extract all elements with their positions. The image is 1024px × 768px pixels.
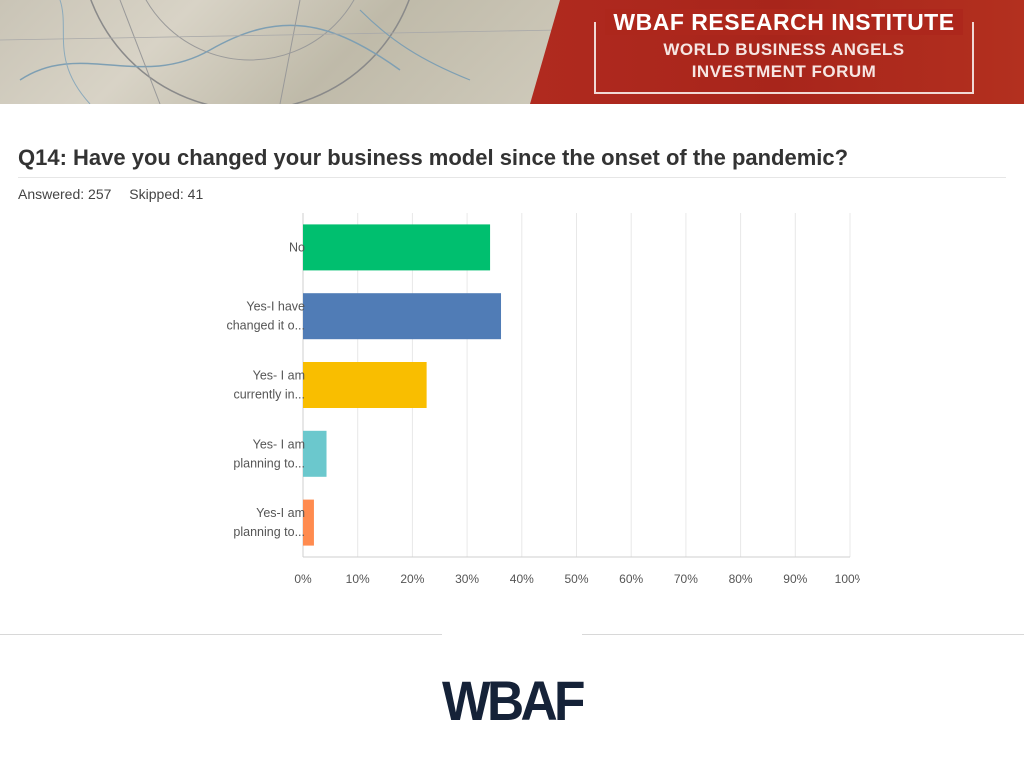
- category-label: Yes-I am: [256, 506, 305, 520]
- response-stats: Answered: 257 Skipped: 41: [18, 186, 217, 202]
- map-background-image: [0, 0, 560, 104]
- question-title: Q14: Have you changed your business mode…: [18, 145, 849, 170]
- x-tick-label: 70%: [674, 572, 698, 586]
- bar: [303, 293, 502, 340]
- bar: [303, 430, 327, 477]
- x-tick-label: 80%: [729, 572, 753, 586]
- skipped-count: Skipped: 41: [129, 186, 204, 202]
- category-label: planning to...: [233, 456, 305, 470]
- bar: [303, 362, 427, 408]
- bar: [303, 499, 314, 546]
- x-tick-label: 90%: [783, 572, 807, 586]
- footer-divider-left: [0, 634, 442, 635]
- x-tick-label: 30%: [455, 572, 479, 586]
- bar-chart: 0% 10% 20% 30% 40% 50% 60% 70% 80% 90% 100% No Yes-I…: [226, 213, 860, 586]
- question-divider: [18, 177, 1006, 178]
- bar: [303, 224, 491, 271]
- x-tick-label: 60%: [619, 572, 643, 586]
- banner-frame: [594, 22, 974, 94]
- x-tick-label: 20%: [400, 572, 424, 586]
- banner-subtitle-line1: WORLD BUSINESS ANGELS: [663, 40, 905, 59]
- category-label: Yes-I have: [246, 300, 305, 314]
- x-tick-label: 0%: [294, 572, 312, 586]
- x-tick-label: 100%: [835, 572, 860, 586]
- x-tick-label: 40%: [510, 572, 534, 586]
- banner-title: WBAF RESEARCH INSTITUTE: [594, 9, 974, 36]
- category-label: No: [289, 240, 305, 254]
- category-label: currently in...: [233, 388, 305, 402]
- answered-count: Answered: 257: [18, 186, 112, 202]
- category-label: changed it o...: [226, 319, 305, 333]
- wbaf-logo: WBAF: [442, 669, 585, 732]
- footer-divider-right: [582, 634, 1024, 635]
- category-label: planning to...: [233, 525, 305, 539]
- banner-subtitle-line2: INVESTMENT FORUM: [691, 62, 877, 81]
- x-tick-label: 50%: [564, 572, 588, 586]
- header-banner: WBAF RESEARCH INSTITUTE WORLD BUSINESS A…: [0, 0, 1024, 104]
- category-label: Yes- I am: [253, 437, 305, 451]
- category-label: Yes- I am: [253, 369, 305, 383]
- x-tick-label: 10%: [346, 572, 370, 586]
